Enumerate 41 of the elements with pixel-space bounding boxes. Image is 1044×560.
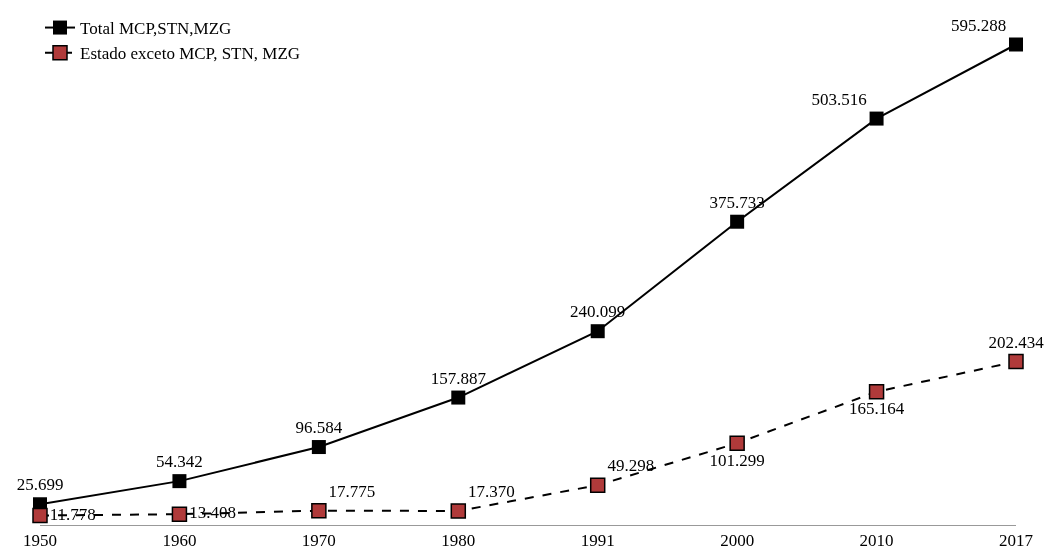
point <box>589 477 606 493</box>
point <box>729 435 745 451</box>
data-label: 202.434 <box>988 332 1044 352</box>
point <box>1008 353 1024 370</box>
point <box>869 111 884 126</box>
x-tick-label: 1960 <box>162 531 197 551</box>
point <box>730 214 745 229</box>
data-label: 375.733 <box>709 192 765 212</box>
data-label: 25.699 <box>16 475 64 495</box>
data-label: 157.887 <box>430 368 487 388</box>
data-label: 17.370 <box>468 481 515 501</box>
data-label: 54.342 <box>156 452 203 472</box>
point <box>450 503 467 519</box>
data-label: 11.778 <box>49 504 96 524</box>
point <box>311 502 327 519</box>
point <box>311 440 326 455</box>
data-label: 17.775 <box>328 481 376 501</box>
data-label: 101.299 <box>709 450 765 470</box>
x-tick-label: 1991 <box>580 531 615 551</box>
data-label: 240.099 <box>570 302 626 322</box>
legend-label: Estado exceto MCP, STN, MZG <box>80 44 301 64</box>
point <box>172 474 187 489</box>
data-label: 165.164 <box>848 399 905 419</box>
point <box>1009 37 1023 52</box>
data-label: 595.288 <box>951 15 1007 35</box>
point <box>32 507 48 524</box>
data-label: 13.408 <box>189 503 236 523</box>
data-label: 503.516 <box>811 89 867 109</box>
point <box>590 324 605 339</box>
x-tick-label: 1980 <box>441 531 476 551</box>
data-label: 49.298 <box>607 456 655 476</box>
x-tick-label: 2000 <box>720 531 755 551</box>
point <box>171 506 188 522</box>
point <box>451 390 466 405</box>
x-tick-label: 1950 <box>23 531 57 551</box>
x-tick-label: 2010 <box>859 531 894 551</box>
point <box>868 383 885 400</box>
legend-label: Total MCP,STN,MZG <box>80 19 232 39</box>
data-label: 96.584 <box>295 418 343 438</box>
x-tick-label: 2017 <box>999 531 1034 551</box>
x-tick-label: 1970 <box>301 531 336 551</box>
